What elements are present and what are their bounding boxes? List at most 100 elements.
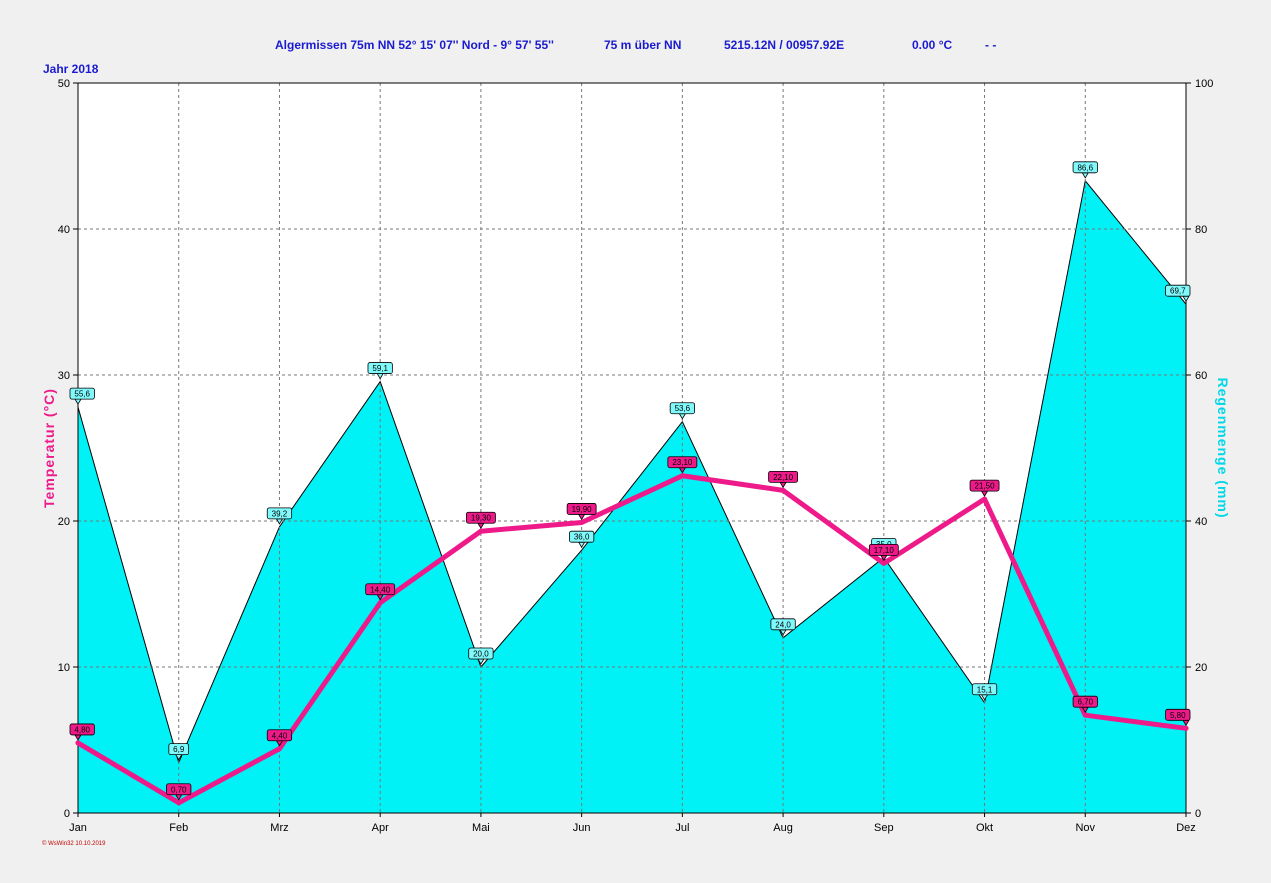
temperature-point	[579, 519, 585, 525]
temperature-data-label-text: 4,40	[272, 731, 288, 740]
temperature-data-label-box	[768, 470, 798, 483]
rain-data-label-text: 86,6	[1077, 163, 1093, 172]
temperature-data-label-box	[868, 543, 899, 556]
temperature-point	[276, 746, 282, 752]
y-left-tick-label: 50	[58, 78, 70, 90]
footer-credit: © WsWin32 10.10.2019	[42, 840, 106, 847]
temperature-point	[176, 800, 182, 806]
temperature-data-label-text: 17,10	[874, 546, 895, 555]
rain-data-label-text: 20,0	[473, 650, 489, 659]
y-left-tick-label: 40	[58, 224, 70, 236]
rain-data-label: 86,6	[1072, 161, 1098, 179]
y-right-axis-title: Regenmenge (mm)	[1215, 377, 1231, 518]
x-tick-label: Nov	[1075, 822, 1095, 834]
temperature-data-label-box	[365, 583, 396, 596]
temperature-point	[780, 487, 786, 493]
rain-data-label-text: 55,6	[74, 390, 90, 399]
temperature-data-label-text: 19,30	[471, 514, 492, 523]
temperature-data-label: 14,40	[365, 583, 396, 601]
temperature-data-label-box	[266, 729, 293, 742]
temperature-line-layer	[75, 473, 1189, 806]
rain-data-label-box	[468, 647, 494, 660]
x-tick-label: Jul	[675, 822, 689, 834]
temperature-data-label-box	[466, 511, 496, 524]
header-temperature: 0.00 °C	[912, 38, 952, 52]
temperature-point	[377, 600, 383, 606]
y-right-tick-label: 60	[1195, 370, 1207, 382]
temperature-data-label-box	[969, 479, 1000, 492]
y-left-tick-label: 10	[58, 662, 70, 674]
temperature-data-label-text: 14,40	[370, 585, 391, 594]
temperature-data-label-text: 21,50	[975, 482, 996, 491]
temperature-data-label-box	[566, 503, 597, 515]
rain-data-label-text: 24,0	[775, 620, 791, 629]
y-left-tick-label: 30	[58, 370, 70, 382]
rain-data-label-box	[569, 530, 595, 543]
temperature-data-label-box	[166, 783, 192, 796]
y-left-tick-label: 0	[64, 808, 70, 820]
temperature-data-label: 22,10	[768, 470, 798, 489]
rain-area-outline	[77, 179, 1187, 765]
rain-data-label: 24,0	[770, 618, 796, 636]
y-right-tick-label: 80	[1195, 224, 1207, 236]
temperature-point	[75, 740, 81, 746]
temperature-point	[1183, 725, 1189, 731]
rain-data-label-box	[266, 507, 293, 520]
rain-data-label: 59,1	[367, 362, 393, 380]
plot-border	[77, 82, 1187, 814]
x-tick-label: Sep	[874, 822, 894, 834]
rain-data-label-box	[770, 618, 796, 631]
header-dash: - -	[985, 38, 996, 52]
temperature-data-label: 4,80	[69, 723, 95, 741]
rain-data-label-text: 53,6	[675, 404, 691, 413]
x-tick-label: Aug	[773, 822, 793, 834]
temperature-data-label: 23,10	[667, 456, 698, 474]
temperature-data-label-text: 0,70	[171, 785, 187, 794]
axis-ticks: 0 10 20 30 40 50 0 20 40 60 80 100 Jan Feb Mrz Apr Mai Ju…	[58, 78, 1214, 834]
temperature-data-label-text: 6,70	[1077, 698, 1093, 707]
rain-data-label: 15,1	[971, 683, 998, 701]
rain-data-label-box	[1165, 284, 1191, 297]
x-tick-label: Jun	[573, 822, 591, 834]
temperature-point	[881, 560, 887, 566]
temperature-point	[478, 528, 484, 534]
x-tick-label: Feb	[169, 822, 188, 834]
temperature-point	[1082, 712, 1088, 718]
rain-data-label: 39,2	[266, 507, 293, 525]
y-right-tick-label: 20	[1195, 662, 1207, 674]
temperature-data-label: 21,50	[969, 479, 1000, 497]
temperature-data-label: 17,10	[868, 543, 899, 562]
temperature-point	[679, 473, 685, 479]
y-left-tick-label: 20	[58, 516, 70, 528]
x-tick-label: Mai	[472, 822, 490, 834]
year-label: Jahr 2018	[43, 62, 99, 76]
y-right-tick-label: 40	[1195, 516, 1207, 528]
rain-data-label-box	[669, 402, 695, 415]
rain-data-label-box	[1072, 161, 1098, 174]
y-right-tick-label: 100	[1195, 78, 1213, 90]
y-left-axis-title: Temperatur (°C)	[41, 388, 57, 508]
rain-data-label: 20,0	[468, 647, 494, 665]
temperature-data-label: 6,70	[1072, 695, 1098, 713]
x-tick-label: Apr	[372, 822, 389, 834]
rain-data-label-text: 36,0	[574, 533, 590, 542]
temperature-data-label-text: 19,90	[572, 505, 593, 514]
temperature-data-label-box	[1165, 708, 1191, 721]
rain-data-label-box	[971, 683, 998, 696]
rain-data-label-text: 15,1	[977, 685, 993, 694]
rain-data-label-text: 59,1	[372, 364, 388, 373]
gridlines	[78, 83, 1186, 813]
header-elevation: 75 m über NN	[604, 38, 681, 52]
temperature-data-label: 4,40	[266, 729, 293, 747]
temperature-data-label-text: 23,10	[672, 458, 693, 467]
temperature-data-label-text: 22,10	[773, 473, 794, 482]
temperature-data-label-text: 5,80	[1170, 711, 1186, 720]
header-coords: 5215.12N / 00957.92E	[724, 38, 844, 52]
temperature-data-label: 19,30	[466, 511, 496, 529]
rain-data-label: 69,7	[1165, 284, 1191, 302]
x-tick-label: Okt	[976, 822, 993, 834]
rain-data-label-box	[168, 743, 190, 756]
temperature-point	[982, 496, 988, 502]
temperature-data-label: 5,80	[1165, 708, 1191, 727]
